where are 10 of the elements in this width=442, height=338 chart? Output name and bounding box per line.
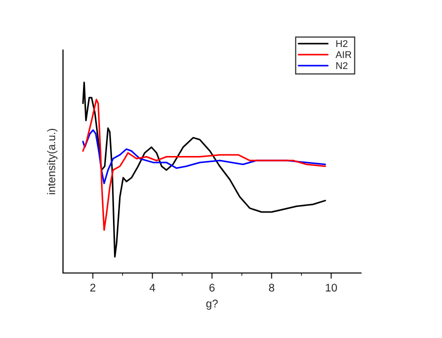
x-tick-label: 6 <box>209 284 215 292</box>
x-tick-label: 10 <box>326 284 337 292</box>
x-tick-label: 2 <box>90 284 96 292</box>
y-axis-title: intensity(a.u.) <box>47 128 58 194</box>
legend-label: AIR <box>336 51 352 58</box>
x-tick-label: 4 <box>150 284 156 292</box>
legend-label: N2 <box>336 62 348 69</box>
legend-label: H2 <box>336 40 348 47</box>
x-tick-label: 8 <box>268 284 274 292</box>
x-axis-title: g? <box>206 300 218 310</box>
